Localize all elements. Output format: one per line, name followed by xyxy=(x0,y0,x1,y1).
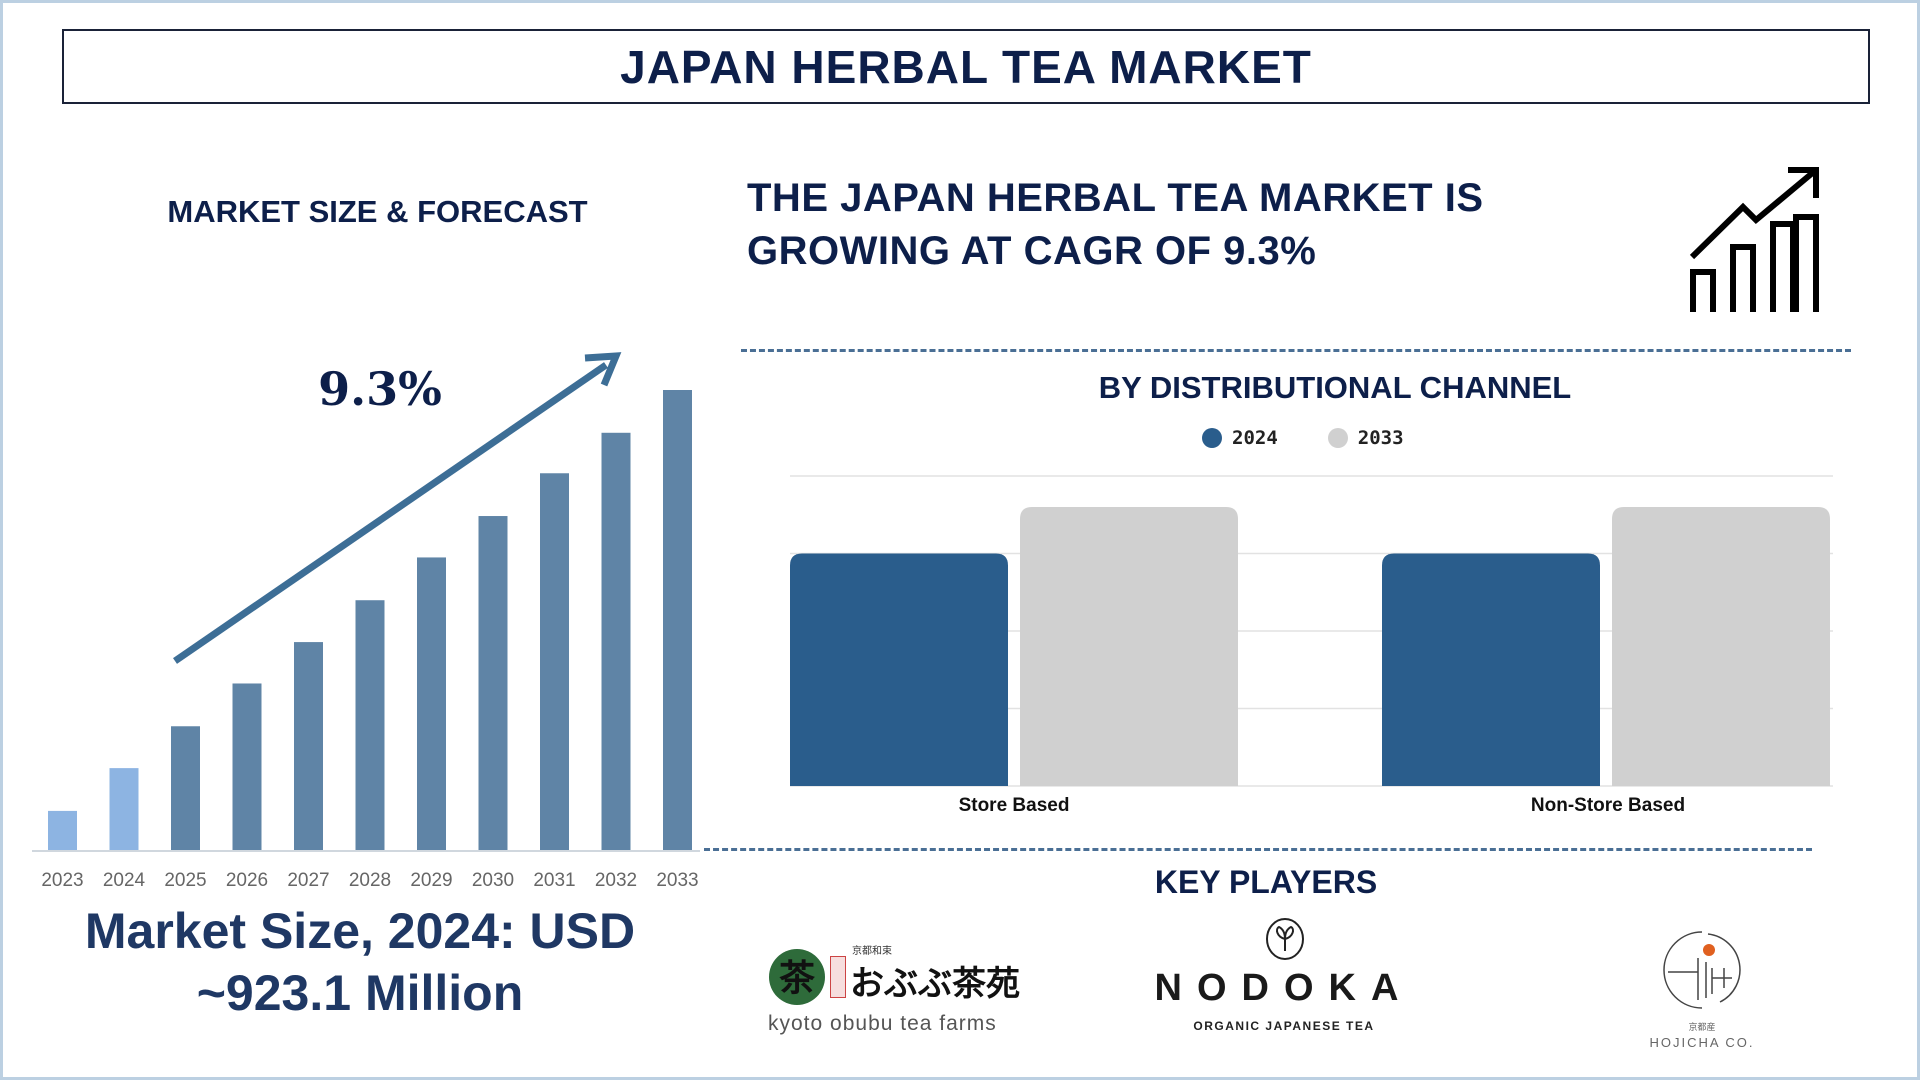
headline-line2: GROWING AT CAGR OF 9.3% xyxy=(747,229,1317,273)
growth-chart-icon xyxy=(1689,167,1819,312)
headline-line1: THE JAPAN HERBAL TEA MARKET IS xyxy=(747,176,1484,220)
trend-arrow-shaft xyxy=(173,362,608,664)
nodoka-name: NODOKA xyxy=(1154,967,1414,1009)
key-players-title: KEY PLAYERS xyxy=(1154,864,1378,900)
obubu-japanese-name: おぶぶ茶苑 xyxy=(850,964,1020,1004)
hojicha-small-text: 京都産 xyxy=(1688,1022,1716,1032)
legend-label-2033: 2033 xyxy=(1357,427,1404,449)
channel-chart-title: BY DISTRIBUTIONAL CHANNEL xyxy=(1098,370,1572,405)
category-label-non-store-based: Non-Store Based xyxy=(1530,795,1686,816)
x-tick-label-2033: 2033 xyxy=(656,870,698,891)
cagr-annotation: 9.3% xyxy=(318,362,442,416)
obubu-logo: 茶 京都和束 おぶぶ茶苑 kyoto obubu tea farms xyxy=(766,944,1056,1044)
bar-2026 xyxy=(232,683,262,850)
distribution-channel-chart xyxy=(790,475,1833,787)
bar-2030 xyxy=(478,516,508,850)
channel-legend: 2024 2033 xyxy=(1202,427,1404,449)
bar-2027 xyxy=(294,642,323,850)
bar-2033 xyxy=(663,390,692,850)
obubu-small-text: 京都和束 xyxy=(852,946,892,957)
nodoka-logo: NODOKA ORGANIC JAPANESE TEA xyxy=(1144,915,1424,1035)
market-size-section-title: MARKET SIZE & FORECAST xyxy=(167,194,588,229)
legend-label-2024: 2024 xyxy=(1232,427,1278,449)
category-label-store-based: Store Based xyxy=(958,795,1070,816)
tea-kanji-emblem: 茶 xyxy=(769,949,825,1005)
bar-store-based-2033 xyxy=(1020,507,1238,786)
market-size-line1: Market Size, 2024: USD xyxy=(84,903,636,959)
bar-2029 xyxy=(417,557,446,850)
leaf-icon xyxy=(1266,918,1304,960)
x-tick-label-2032: 2032 xyxy=(595,870,637,891)
x-tick-label-2028: 2028 xyxy=(349,870,391,891)
obubu-name: kyoto obubu tea farms xyxy=(768,1012,997,1035)
bar-2023 xyxy=(48,810,77,850)
x-tick-label-2026: 2026 xyxy=(226,870,268,891)
red-seal xyxy=(830,956,846,998)
legend-swatch-2033 xyxy=(1327,428,1348,448)
bar-2024 xyxy=(109,768,139,850)
trend-arrow-head xyxy=(584,352,622,387)
bar-2031 xyxy=(540,473,569,850)
market-size-line2: ~923.1 Million xyxy=(196,965,524,1021)
x-tick-label-2031: 2031 xyxy=(533,870,575,891)
x-tick-label-2029: 2029 xyxy=(410,870,452,891)
x-tick-label-2025: 2025 xyxy=(164,870,206,891)
bar-non-store-based-2024 xyxy=(1382,553,1600,786)
bar-2025 xyxy=(171,726,200,850)
x-tick-label-2024: 2024 xyxy=(103,870,146,891)
svg-text:茶: 茶 xyxy=(779,958,816,999)
bar-store-based-2024 xyxy=(790,553,1008,786)
bar-2028 xyxy=(355,600,385,850)
x-tick-label-2027: 2027 xyxy=(287,870,329,891)
hojicha-name: HOJICHA CO. xyxy=(1649,1035,1755,1050)
nodoka-tagline: ORGANIC JAPANESE TEA xyxy=(1193,1019,1375,1033)
hojicha-logo: 京都産 HOJICHA CO. xyxy=(1640,928,1764,1053)
page-title: JAPAN HERBAL TEA MARKET xyxy=(62,29,1870,104)
market-size-text: Market Size, 2024: USD ~923.1 Million xyxy=(20,900,700,1024)
legend-swatch-2024 xyxy=(1202,428,1222,448)
hojicha-emblem xyxy=(1663,931,1741,1009)
cagr-headline: THE JAPAN HERBAL TEA MARKET IS GROWING A… xyxy=(747,172,1484,278)
bar-2032 xyxy=(601,432,631,850)
x-tick-label-2023: 2023 xyxy=(41,870,83,891)
section-divider-2 xyxy=(704,848,1812,851)
section-divider xyxy=(741,349,1851,352)
market-forecast-chart: 2023 2024 2025 2026 2027 2028 2029 2030 2031 2032… xyxy=(32,352,700,891)
x-tick-label-2030: 2030 xyxy=(472,870,514,891)
bar-non-store-based-2033 xyxy=(1612,507,1830,786)
